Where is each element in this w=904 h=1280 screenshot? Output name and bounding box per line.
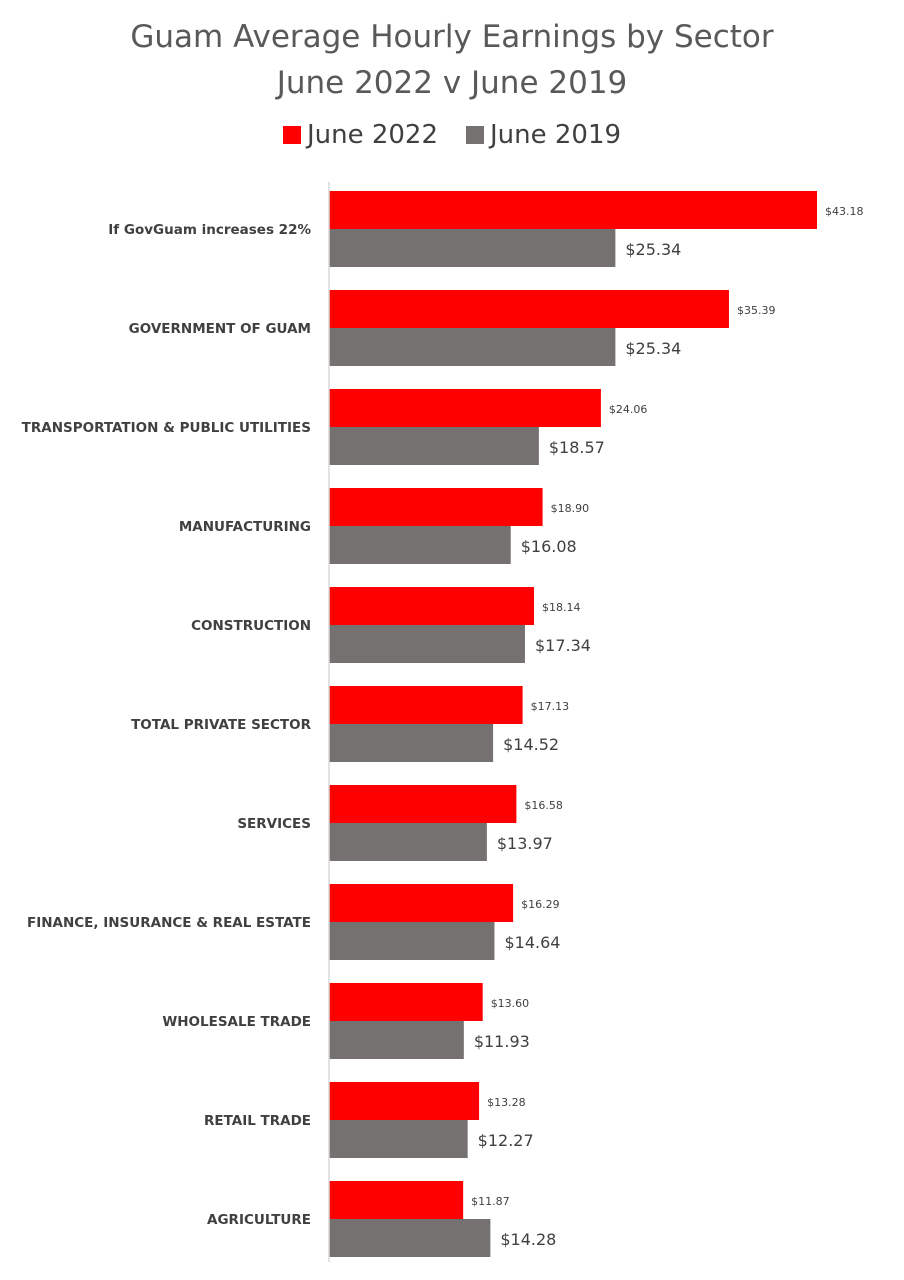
data-label-june-2019: $16.08 [521, 537, 577, 556]
legend-swatch-june-2019 [466, 126, 484, 144]
data-label-june-2022: $13.60 [491, 997, 530, 1010]
bar-june-2019 [329, 724, 494, 762]
bar-june-2022 [329, 389, 601, 427]
category-label: FINANCE, INSURANCE & REAL ESTATE [27, 915, 311, 931]
legend-swatch-june-2022 [282, 126, 301, 144]
bar-june-2019 [329, 823, 487, 861]
bar-june-2019 [329, 1021, 464, 1059]
data-label-june-2019: $17.34 [535, 636, 591, 655]
bar-june-2022 [329, 686, 523, 724]
bar-june-2022 [329, 1082, 480, 1120]
data-label-june-2019: $13.97 [497, 834, 553, 853]
data-label-june-2019: $12.27 [478, 1131, 534, 1150]
legend-entry-june-2019: June 2019 [466, 120, 621, 150]
bar-june-2022 [329, 1181, 464, 1219]
legend-label-june-2019: June 2019 [490, 120, 622, 150]
data-label-june-2022: $17.13 [531, 700, 570, 713]
category-label: If GovGuam increases 22% [108, 222, 311, 238]
bar-june-2019 [329, 229, 616, 267]
bar-june-2022 [329, 488, 543, 526]
data-label-june-2022: $43.18 [825, 205, 864, 218]
category-label: TRANSPORTATION & PUBLIC UTILITIES [22, 420, 311, 436]
data-label-june-2019: $25.34 [625, 339, 681, 358]
bar-june-2019 [329, 922, 495, 960]
chart-title-line-2: June 2022 v June 2019 [276, 65, 628, 101]
legend-entry-june-2022: June 2022 [282, 120, 438, 150]
data-label-june-2022: $16.58 [524, 799, 563, 812]
bar-june-2022 [329, 884, 514, 922]
bar-june-2022 [329, 191, 817, 229]
bar-june-2019 [329, 1120, 468, 1158]
data-label-june-2022: $16.29 [521, 898, 560, 911]
data-label-june-2019: $14.64 [504, 933, 560, 952]
data-label-june-2022: $35.39 [737, 304, 776, 317]
data-label-june-2019: $14.52 [503, 735, 559, 754]
data-label-june-2019: $11.93 [474, 1032, 530, 1051]
data-label-june-2022: $11.87 [471, 1195, 510, 1208]
category-label: GOVERNMENT OF GUAM [129, 321, 311, 337]
data-label-june-2019: $14.28 [500, 1230, 556, 1249]
category-label: WHOLESALE TRADE [162, 1014, 311, 1030]
data-label-june-2022: $18.90 [551, 502, 590, 515]
bar-june-2019 [329, 1219, 491, 1257]
category-label: MANUFACTURING [179, 519, 311, 535]
data-label-june-2022: $18.14 [542, 601, 581, 614]
bar-june-2022 [329, 785, 517, 823]
category-label: CONSTRUCTION [191, 618, 311, 634]
data-label-june-2019: $25.34 [625, 240, 681, 259]
legend-label-june-2022: June 2022 [306, 120, 438, 150]
bar-june-2022 [329, 587, 535, 625]
chart-legend: June 2022 June 2019 [0, 120, 904, 150]
data-label-june-2022: $13.28 [487, 1096, 526, 1109]
category-label: SERVICES [237, 816, 311, 832]
category-label: AGRICULTURE [207, 1212, 311, 1228]
data-label-june-2022: $24.06 [609, 403, 648, 416]
bar-june-2019 [329, 328, 616, 366]
category-label: TOTAL PRIVATE SECTOR [131, 717, 312, 733]
category-label: RETAIL TRADE [204, 1113, 311, 1129]
bar-june-2019 [329, 625, 525, 663]
bar-june-2022 [329, 983, 483, 1021]
chart-title-line-1: Guam Average Hourly Earnings by Sector [130, 19, 774, 55]
bar-june-2019 [329, 427, 539, 465]
chart-title: Guam Average Hourly Earnings by Sector J… [0, 14, 904, 106]
data-label-june-2019: $18.57 [549, 438, 605, 457]
bar-june-2019 [329, 526, 511, 564]
bar-june-2022 [329, 290, 729, 328]
